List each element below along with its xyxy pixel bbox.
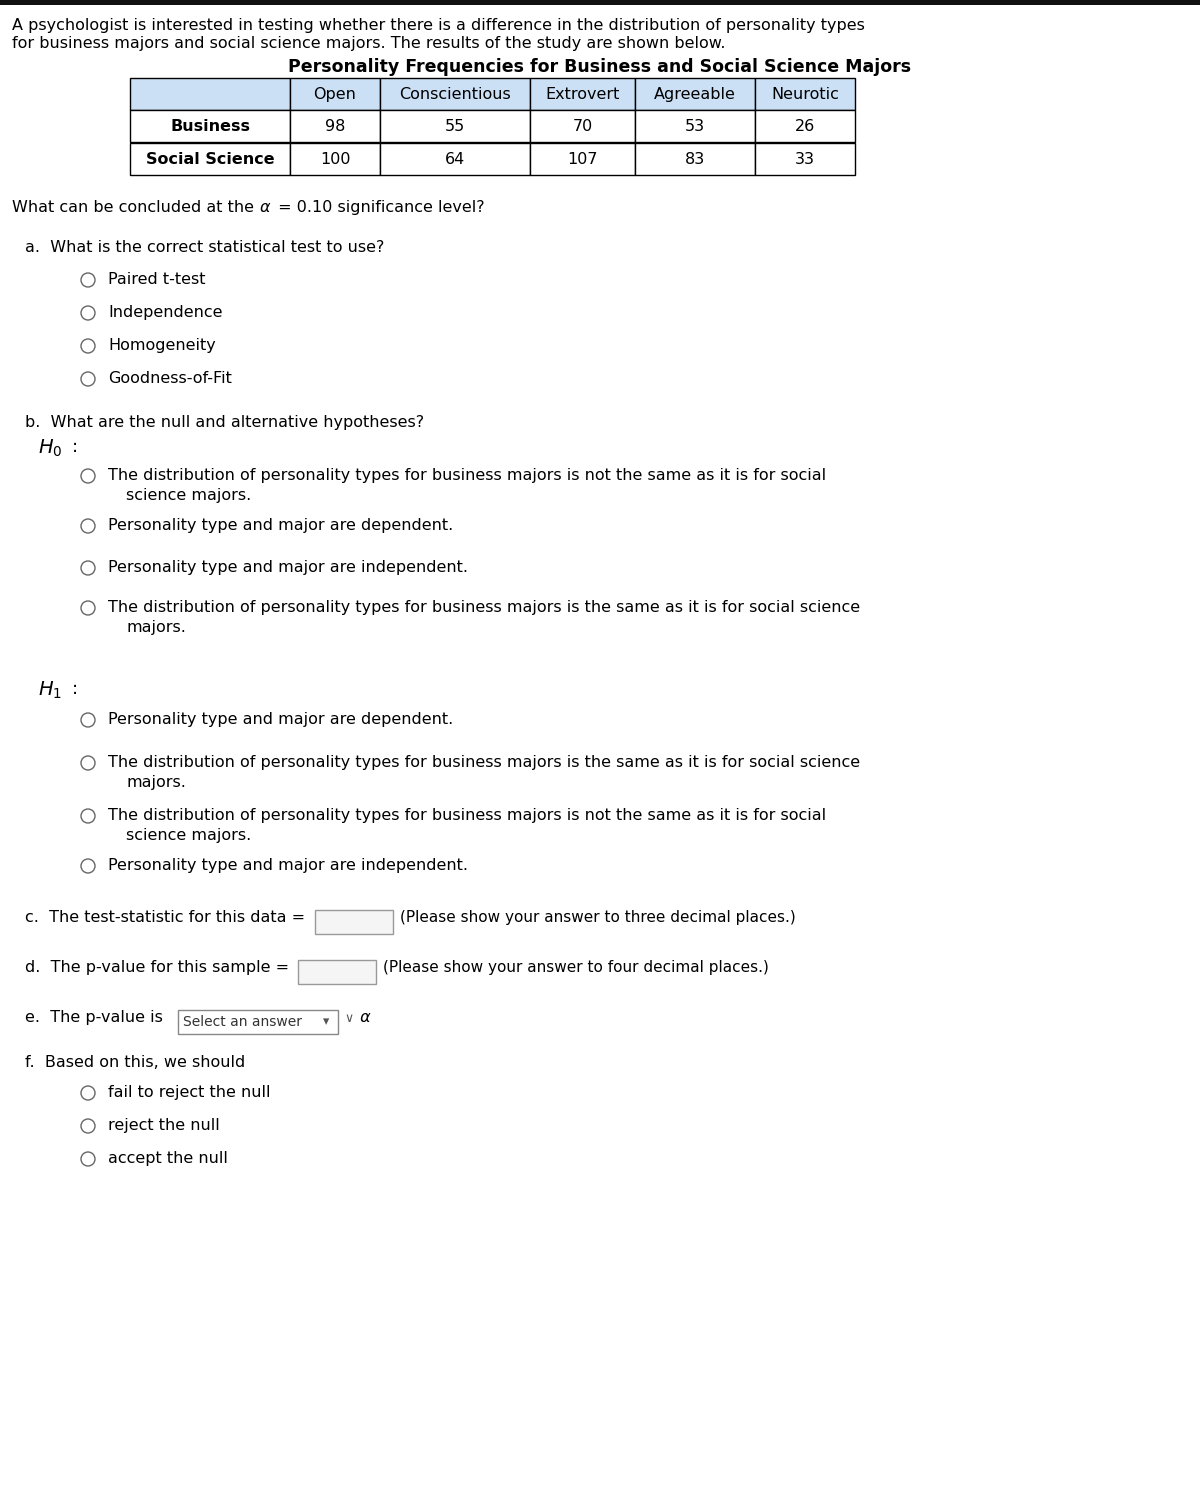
Bar [380,143,530,175]
Bar [130,143,290,175]
Text: 70: 70 [572,119,593,134]
Bar [755,78,854,110]
Text: 83: 83 [685,152,706,167]
Text: 100: 100 [319,152,350,167]
Text: $H_1$: $H_1$ [38,681,62,702]
Bar [530,143,635,175]
Text: science majors.: science majors. [126,828,251,843]
Text: α: α [355,1011,371,1026]
Text: c.  The test-statistic for this data =: c. The test-statistic for this data = [25,910,311,925]
Text: Personality type and major are independent.: Personality type and major are independe… [108,560,468,575]
Text: Independence: Independence [108,306,222,319]
Bar [380,110,530,142]
Text: A psychologist is interested in testing whether there is a difference in the dis: A psychologist is interested in testing … [12,18,865,33]
Text: Paired t-test: Paired t-test [108,273,205,288]
Text: :: : [72,438,78,456]
Bar [290,110,380,142]
Text: Select an answer: Select an answer [182,1015,302,1029]
Bar [755,110,854,142]
Text: 26: 26 [794,119,815,134]
Text: f.  Based on this, we should: f. Based on this, we should [25,1056,245,1069]
Text: 55: 55 [445,119,466,134]
Text: The distribution of personality types for business majors is the same as it is f: The distribution of personality types fo… [108,599,860,614]
Text: a.  What is the correct statistical test to use?: a. What is the correct statistical test … [25,239,384,255]
Bar [290,78,380,110]
Text: Goodness-of-Fit: Goodness-of-Fit [108,370,232,386]
Text: Agreeable: Agreeable [654,86,736,101]
Text: What can be concluded at the: What can be concluded at the [12,200,259,215]
Bar [130,110,290,142]
Text: The distribution of personality types for business majors is not the same as it : The distribution of personality types fo… [108,468,826,483]
Text: Homogeneity: Homogeneity [108,337,216,352]
Text: Conscientious: Conscientious [400,86,511,101]
Text: accept the null: accept the null [108,1151,228,1166]
Text: The distribution of personality types for business majors is not the same as it : The distribution of personality types fo… [108,809,826,822]
Bar [130,78,290,110]
Text: 53: 53 [685,119,706,134]
Text: e.  The p-value is: e. The p-value is [25,1011,168,1026]
Text: majors.: majors. [126,620,186,636]
Text: for business majors and social science majors. The results of the study are show: for business majors and social science m… [12,36,726,51]
Text: fail to reject the null: fail to reject the null [108,1084,270,1099]
Bar [298,959,376,983]
Text: Social Science: Social Science [145,152,275,167]
Text: majors.: majors. [126,776,186,791]
Bar [0,0,1200,5]
Text: Business: Business [170,119,250,134]
Text: 33: 33 [796,152,815,167]
Bar [530,78,635,110]
Bar [635,78,755,110]
Bar [635,110,755,142]
Bar [178,1011,338,1035]
Text: Personality type and major are dependent.: Personality type and major are dependent… [108,518,454,533]
Text: ▾: ▾ [323,1015,329,1029]
Text: Personality Frequencies for Business and Social Science Majors: Personality Frequencies for Business and… [288,59,912,75]
Text: $H_0$: $H_0$ [38,438,62,459]
Bar [290,143,380,175]
Text: Neurotic: Neurotic [772,86,839,101]
Bar [635,143,755,175]
Text: (Please show your answer to three decimal places.): (Please show your answer to three decima… [400,910,796,925]
Text: (Please show your answer to four decimal places.): (Please show your answer to four decimal… [383,959,769,974]
Bar [380,78,530,110]
Text: ∨: ∨ [344,1012,353,1026]
Text: d.  The p-value for this sample =: d. The p-value for this sample = [25,959,294,974]
Text: Open: Open [313,86,356,101]
Text: α: α [260,200,270,215]
Text: 98: 98 [325,119,346,134]
Bar [755,143,854,175]
Text: 107: 107 [568,152,598,167]
Text: Personality type and major are dependent.: Personality type and major are dependent… [108,712,454,727]
Text: = 0.10 significance level?: = 0.10 significance level? [274,200,485,215]
Text: Personality type and major are independent.: Personality type and major are independe… [108,858,468,873]
Bar [314,910,394,934]
Text: The distribution of personality types for business majors is the same as it is f: The distribution of personality types fo… [108,755,860,770]
Bar [530,110,635,142]
Text: reject the null: reject the null [108,1117,220,1133]
Text: Extrovert: Extrovert [545,86,619,101]
Text: b.  What are the null and alternative hypotheses?: b. What are the null and alternative hyp… [25,416,424,431]
Text: science majors.: science majors. [126,488,251,503]
Text: :: : [72,681,78,697]
Text: 64: 64 [445,152,466,167]
